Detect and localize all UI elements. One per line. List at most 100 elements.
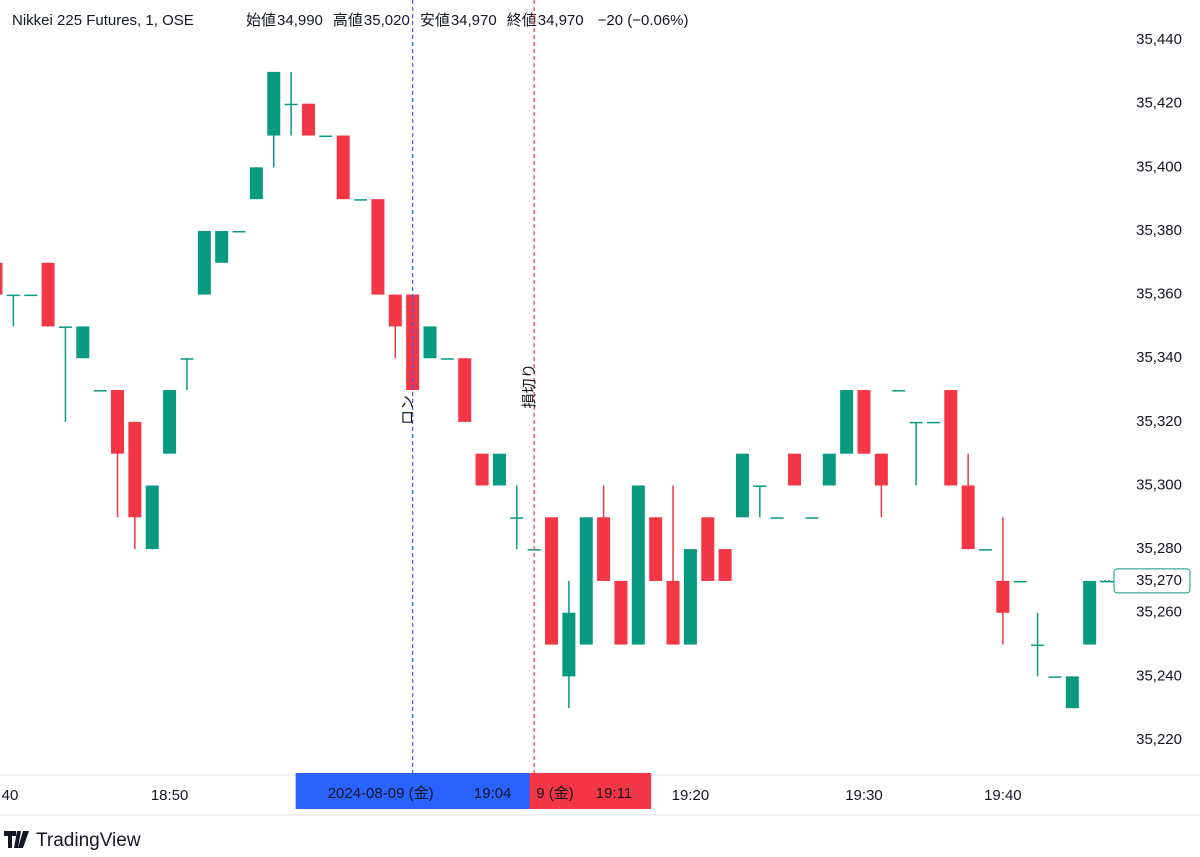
candle-body	[319, 135, 333, 138]
candle-body	[718, 549, 732, 581]
ohlc-label: 安値	[420, 12, 450, 29]
candle-body	[597, 517, 611, 581]
last-price-label: 35,270	[1136, 572, 1182, 589]
y-tick-label: 35,300	[1136, 476, 1182, 493]
candle-body	[406, 294, 420, 391]
candle-body	[1013, 580, 1027, 583]
ohlc-label: 高値	[333, 12, 363, 29]
candle-body	[354, 199, 368, 201]
candle-body	[41, 262, 55, 327]
candle-body	[1083, 580, 1097, 645]
y-tick-label: 35,260	[1136, 604, 1182, 621]
candle-body	[197, 230, 211, 295]
time-box-date: 9 (金)	[536, 785, 574, 802]
time-box-time: 19:04	[474, 785, 512, 802]
symbol-title: Nikkei 225 Futures, 1, OSE	[12, 12, 194, 29]
candle-body	[215, 230, 229, 263]
candle-body	[996, 580, 1010, 613]
y-tick-label: 35,380	[1136, 222, 1182, 239]
time-box	[295, 773, 530, 809]
time-box-time: 19:11	[596, 785, 632, 802]
candle-body	[770, 517, 784, 519]
candle-body	[1100, 580, 1114, 583]
candle-body	[458, 358, 472, 422]
marker-label: ロン	[400, 395, 417, 425]
ohlc-value: 35,020	[364, 12, 410, 29]
candle-body	[249, 167, 263, 200]
y-tick-label: 35,420	[1136, 95, 1182, 112]
ohlc-label: 始値	[246, 12, 276, 29]
x-tick-label: 19:20	[672, 787, 710, 804]
candle-body	[753, 485, 767, 487]
candle-body	[145, 485, 159, 550]
candle-body	[649, 517, 663, 581]
candle-body	[371, 199, 385, 295]
candle-body	[961, 485, 975, 550]
candle-body	[128, 421, 142, 518]
x-tick-label: 40	[2, 787, 19, 804]
candle-body	[111, 390, 125, 454]
candle-body	[631, 485, 645, 645]
candle-body	[788, 453, 802, 486]
candle-body	[76, 326, 90, 359]
candle-body	[822, 453, 836, 486]
candle-body	[979, 549, 993, 551]
candle-body	[857, 390, 871, 454]
y-tick-label: 35,280	[1136, 540, 1182, 557]
y-tick-label: 35,360	[1136, 286, 1182, 303]
candle-body	[840, 390, 854, 454]
candle-body	[1065, 676, 1079, 709]
x-tick-label: 19:30	[845, 787, 883, 804]
y-tick-label: 35,320	[1136, 413, 1182, 430]
candle-body	[1031, 644, 1045, 647]
y-tick-label: 35,400	[1136, 158, 1182, 175]
candle-body	[301, 103, 315, 136]
candle-body	[388, 294, 402, 327]
candle-body	[163, 390, 177, 454]
marker-label: 損切り	[521, 363, 538, 408]
ohlc-label: 終値	[507, 12, 537, 29]
candle-body	[701, 517, 715, 581]
candle-body	[683, 549, 697, 645]
candle-body	[180, 358, 194, 360]
candle-body	[666, 580, 680, 645]
x-tick-label: 18:50	[151, 787, 189, 804]
candle-body	[926, 421, 940, 424]
candle-body	[562, 612, 576, 677]
y-tick-label: 35,240	[1136, 667, 1182, 684]
candle-body	[874, 453, 888, 486]
candle-body	[614, 580, 628, 645]
time-box-date: 2024-08-09 (金)	[328, 785, 434, 802]
x-tick-label: 19:40	[984, 787, 1022, 804]
candle-body	[0, 262, 3, 295]
candle-body	[909, 421, 923, 424]
candle-body	[805, 517, 819, 519]
candle-body	[579, 517, 593, 645]
candle-body	[6, 294, 20, 297]
candle-body	[24, 294, 38, 297]
y-tick-label: 35,220	[1136, 731, 1182, 748]
candle-body	[492, 453, 506, 486]
ohlc-value: 34,970	[538, 12, 584, 29]
candle-body	[475, 453, 489, 486]
candle-body	[735, 453, 749, 518]
y-tick-label: 35,340	[1136, 349, 1182, 366]
candle-body	[440, 358, 454, 360]
candle-body	[336, 135, 350, 200]
ohlc-value: 34,990	[277, 12, 323, 29]
candle-body	[510, 517, 524, 519]
candle-body	[232, 230, 246, 233]
candle-body	[58, 326, 72, 328]
candle-body	[284, 103, 298, 106]
y-tick-label: 35,440	[1136, 31, 1182, 48]
candle-body	[545, 517, 559, 645]
brand-logo	[4, 831, 29, 848]
brand-name: TradingView	[36, 830, 141, 851]
candle-body	[1048, 676, 1062, 678]
candle-body	[944, 390, 958, 486]
candle-body	[423, 326, 437, 359]
candle-body	[267, 71, 281, 136]
candle-body	[892, 390, 906, 392]
candle-body	[93, 390, 107, 392]
